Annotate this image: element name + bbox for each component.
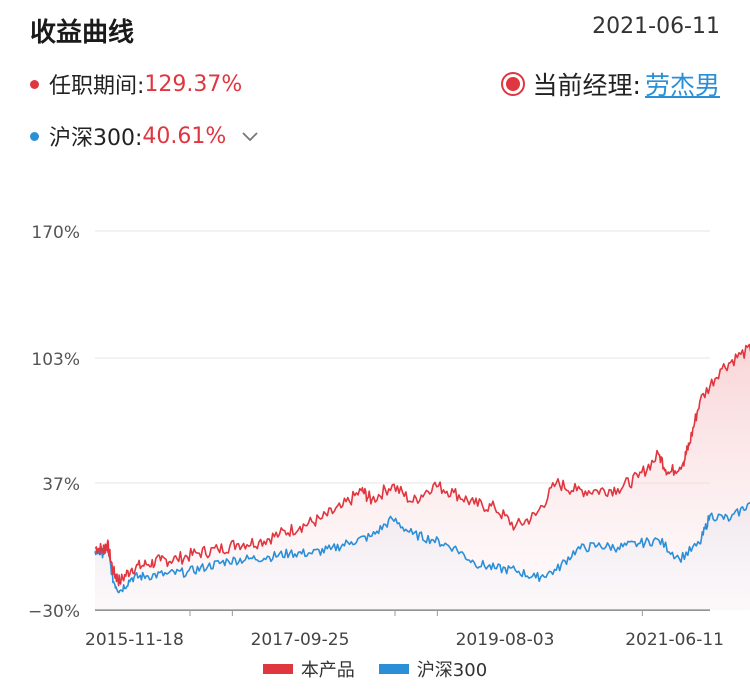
- index-swatch-icon: [378, 664, 409, 674]
- date-label: 2021-06-11: [592, 14, 720, 39]
- fund-dot-icon: [30, 79, 39, 89]
- manager-name-link[interactable]: 劳杰男: [644, 71, 720, 100]
- radio-selected-icon[interactable]: [500, 72, 525, 96]
- x-tick-label: 2019-08-03: [456, 630, 555, 650]
- return-curve-chart: 170% 103% 37% −30%2015-11-18 2017-09-25 2019-…: [28, 223, 750, 650]
- y-tick-label: 170%: [31, 223, 80, 243]
- y-tick-label: 37%: [42, 475, 80, 495]
- index-return-row[interactable]: 沪深300: 40.61%: [30, 120, 260, 152]
- fund-series-line: [94, 343, 750, 587]
- legend-item-index[interactable]: 沪深300: [378, 656, 488, 682]
- fund-return-label: 任职期间:: [49, 74, 145, 99]
- page-title: 收益曲线: [30, 18, 135, 48]
- chevron-down-icon[interactable]: [240, 126, 260, 146]
- chart-legend: 本产品 沪深300: [0, 656, 750, 682]
- x-tick-label: 2021-06-11: [625, 630, 724, 650]
- manager-label: 当前经理:: [532, 71, 641, 100]
- legend-index-label: 沪深300: [416, 660, 488, 681]
- legend-fund-label: 本产品: [300, 660, 355, 681]
- y-tick-label: 103%: [31, 350, 80, 370]
- x-tick-label: 2015-11-18: [85, 630, 184, 650]
- index-dot-icon: [30, 131, 39, 141]
- index-return-label: 沪深300:: [49, 126, 143, 151]
- current-manager: 当前经理: 劳杰男: [500, 66, 720, 102]
- y-tick-label: −30%: [28, 602, 80, 622]
- fund-return-value: 129.37%: [144, 71, 243, 97]
- x-tick-label: 2017-09-25: [251, 630, 350, 650]
- index-return-value: 40.61%: [142, 123, 227, 149]
- index-series-line: [94, 501, 750, 594]
- fund-return-row: 任职期间: 129.37%: [30, 68, 242, 100]
- fund-swatch-icon: [262, 664, 293, 674]
- legend-item-fund[interactable]: 本产品: [262, 656, 355, 682]
